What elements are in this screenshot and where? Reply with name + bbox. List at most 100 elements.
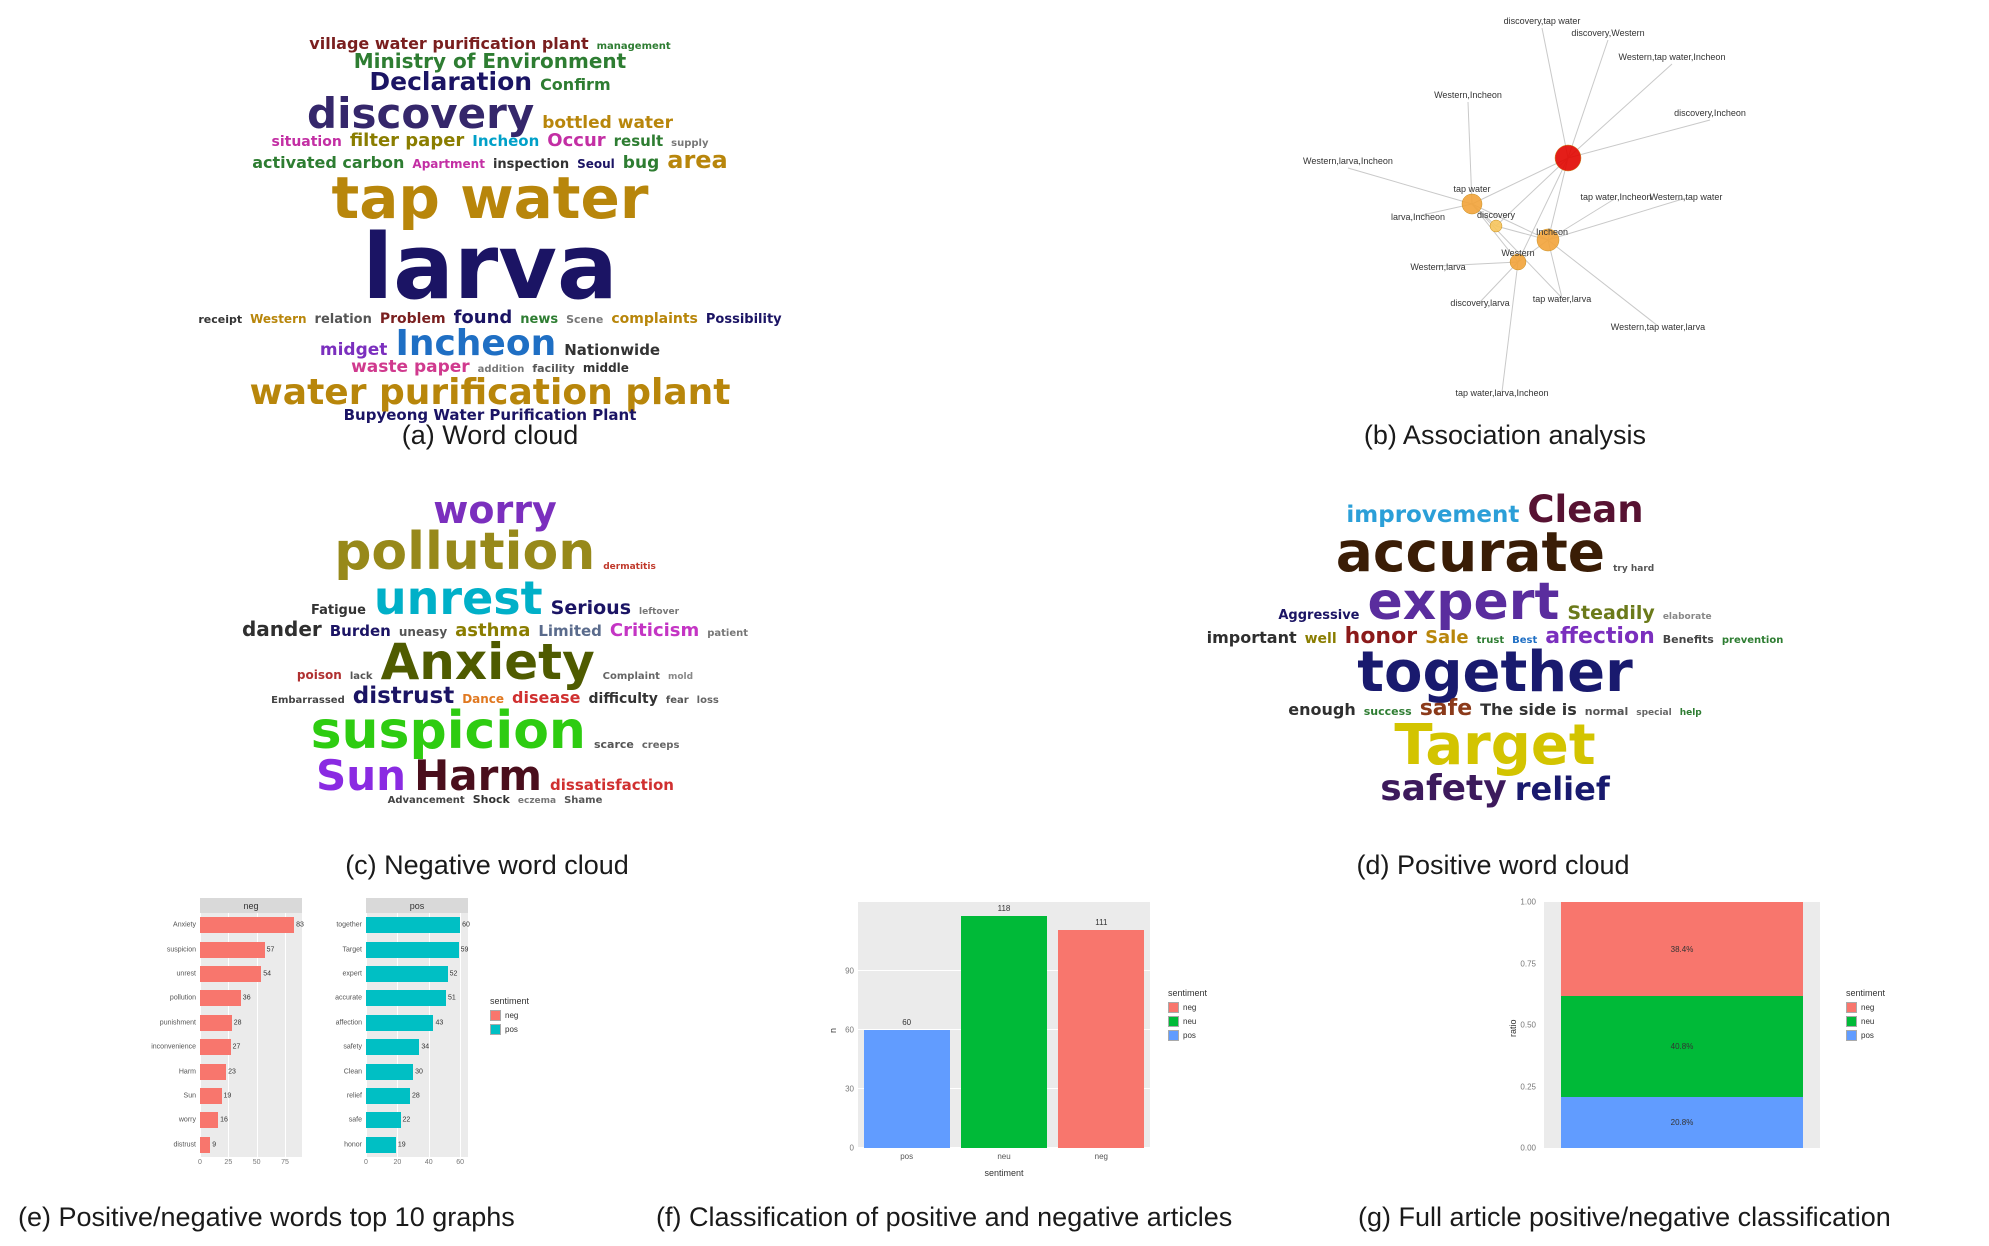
x-axis: 0 25 50 75 <box>198 1159 302 1171</box>
bar-value-label: 22 <box>402 1116 411 1124</box>
bar <box>200 1039 231 1056</box>
sentiment-legend-e: sentiment neg pos <box>490 996 529 1038</box>
bar-category-label: pollution <box>169 994 196 1002</box>
x-tick-label: 20 <box>393 1159 402 1166</box>
cloud-word: uneasy <box>398 624 448 639</box>
association-edge <box>1471 203 1549 241</box>
bar-category-label: affection <box>335 1019 362 1027</box>
category-axis: together Target expert accurate affection saf… <box>316 913 366 1157</box>
bar <box>200 917 295 934</box>
cloud-row: Sun Harm dissatisfaction <box>316 754 674 796</box>
bar-value-label: 60 <box>902 1017 912 1027</box>
association-node <box>1554 144 1582 172</box>
cloud-word: lack <box>349 671 373 683</box>
association-label: Western,tap water,Incheon <box>1619 52 1726 62</box>
plot-area: 38.4% 40.8% 20.8% <box>1544 902 1820 1148</box>
cloud-word: prevention <box>1721 634 1784 646</box>
x-tick-label: 40 <box>424 1159 433 1166</box>
cloud-word: area <box>667 146 728 175</box>
cloud-word: scarce <box>593 738 634 752</box>
association-edge <box>1467 101 1473 205</box>
cloud-word: trust <box>1476 634 1505 646</box>
bar-value-label: 36 <box>242 994 251 1002</box>
legend-swatch <box>1168 1002 1179 1013</box>
bar-category-label: Target <box>342 946 362 954</box>
association-node <box>1461 193 1483 215</box>
legend-label: neg <box>1183 1003 1197 1012</box>
bar <box>200 990 241 1007</box>
cloud-row: Ministry of Environment <box>354 51 626 71</box>
cloud-word: Serious <box>550 596 632 619</box>
bar-value-label: 59 <box>460 946 469 954</box>
cloud-word: Possibility <box>705 311 782 327</box>
cloud-word: situation <box>271 133 342 150</box>
association-label: discovery <box>1477 210 1516 220</box>
cloud-word: asthma <box>455 619 531 641</box>
association-edge <box>1347 167 1473 205</box>
classification-chart: sentiment neg neu pos 60 118 111 0 30 60 90 pos neu… <box>822 896 1232 1196</box>
legend-label: neg <box>1861 1003 1875 1012</box>
cloud-word: pollution <box>334 522 596 583</box>
cloud-row: midget Incheon Nationwide <box>320 325 660 362</box>
cloud-row: receipt Western relation Problem found news Sc… <box>198 308 782 327</box>
bar <box>200 941 265 958</box>
legend-label: neu <box>1183 1017 1197 1026</box>
cloud-word: dander <box>241 616 322 641</box>
cloud-word: facility <box>532 361 575 375</box>
association-label: tap water,Incheon <box>1580 192 1651 202</box>
association-edge <box>1495 157 1569 227</box>
gridline <box>460 913 462 1157</box>
cloud-word: help <box>1679 708 1702 719</box>
bar-value-label: 23 <box>228 1068 236 1076</box>
plot-area: 60 59 52 51 43 34 30 28 22 19 <box>366 913 470 1157</box>
cloud-word: discovery <box>307 88 535 138</box>
cloud-row: Embarrassed distrust Dance disease difficult… <box>271 684 719 707</box>
cloud-word: Shame <box>564 794 603 806</box>
bar <box>200 966 262 982</box>
cloud-word: bottled water <box>542 112 673 133</box>
x-tick-label: neg <box>1094 1152 1109 1161</box>
x-tick-label: 75 <box>281 1159 289 1166</box>
bar-category-label: inconvenience <box>151 1043 196 1051</box>
cloud-word: enough <box>1288 700 1356 720</box>
cloud-word: Steadily <box>1567 602 1655 625</box>
segment-value-label: 20.8% <box>1670 1117 1694 1127</box>
cloud-word: Scene <box>566 312 604 326</box>
word-cloud-negative: worry pollution dermatitis Fatigue unrest Ser… <box>170 464 820 834</box>
y-axis-title: ratio <box>1508 1019 1518 1037</box>
cloud-word: relation <box>314 311 372 327</box>
association-edge <box>1479 261 1519 303</box>
bar <box>200 1014 232 1031</box>
ratio-chart: sentiment neg neu pos 38.4% 40.8% 20.8% 0.00 0.… <box>1500 896 1910 1196</box>
cloud-word: affection <box>1545 623 1655 649</box>
cloud-word: larva <box>362 215 618 321</box>
cloud-word: Confirm <box>540 75 611 95</box>
cloud-word: important <box>1206 627 1297 647</box>
cloud-row: Fatigue unrest Serious leftover <box>311 575 679 621</box>
association-label: tap water,larva,Incheon <box>1455 388 1548 398</box>
y-axis-title: n <box>828 1027 838 1033</box>
legend-entry: neg <box>1846 1002 1885 1013</box>
legend-label: pos <box>1861 1031 1874 1040</box>
bar-value-label: 19 <box>223 1092 232 1100</box>
legend-entry: neg <box>490 1010 529 1021</box>
bar <box>366 966 448 982</box>
cloud-word: inspection <box>492 157 570 173</box>
bar <box>366 1136 396 1153</box>
cloud-word: poison <box>296 668 342 683</box>
cloud-word: receipt <box>198 312 243 326</box>
cloud-row: village water purification plant manageme… <box>309 35 670 52</box>
legend-swatch <box>490 1010 501 1021</box>
bar-value-label: 34 <box>421 1043 430 1051</box>
x-tick-label: pos <box>900 1152 914 1161</box>
cloud-word: special <box>1636 708 1672 719</box>
bar <box>200 1112 219 1129</box>
cloud-word: Anxiety <box>380 633 595 692</box>
bar <box>1058 929 1145 1148</box>
cloud-word: creeps <box>641 740 680 752</box>
bar-value-label: 9 <box>212 1141 217 1149</box>
bar-value-label: 28 <box>411 1092 420 1100</box>
word-cloud-overall: village water purification plant manageme… <box>160 35 820 422</box>
legend-swatch <box>1846 1016 1857 1027</box>
cloud-word: difficulty <box>588 690 658 707</box>
